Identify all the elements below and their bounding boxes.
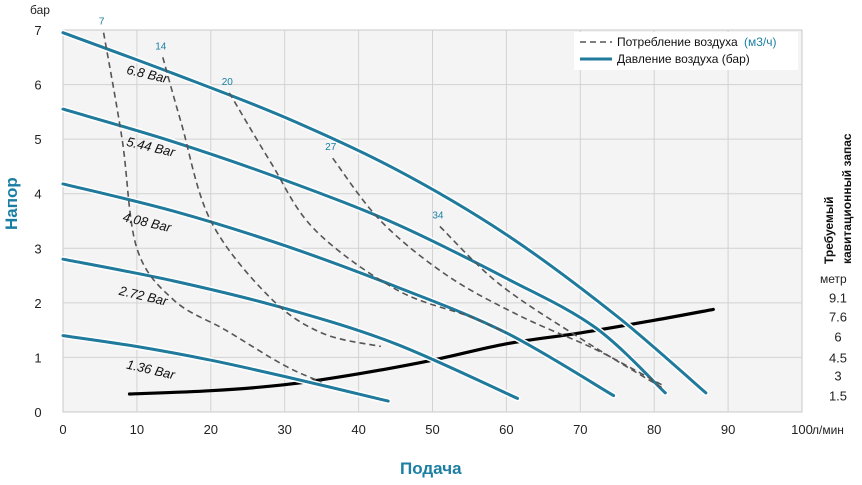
x-tick-label: 20 [204, 422, 218, 437]
air-consumption-line [162, 57, 381, 348]
x-tick-label: 100 [791, 422, 813, 437]
y2-tick-label: 4.5 [829, 350, 847, 365]
pressure-line [61, 31, 708, 395]
y2-tick-label: 1.5 [829, 389, 847, 404]
air-consumption-label: 7 [99, 17, 105, 28]
pressure-line [61, 334, 390, 403]
legend-air-pressure-label: Давление воздуха (бар) [617, 52, 750, 66]
x-axis-title: Подача [400, 459, 462, 478]
y-tick-label: 7 [34, 23, 41, 38]
x-tick-label: 0 [59, 422, 66, 437]
y-axis-unit: бар [30, 3, 50, 17]
y-axis-title: Напор [2, 177, 21, 230]
y2-tick-label: 7.6 [829, 310, 847, 325]
air-consumption-line [439, 225, 663, 389]
x-axis-unit: л/мин [812, 423, 844, 437]
legend: Потребление воздуха (м3/ч) Давление возд… [574, 32, 798, 70]
air-consumption-line [228, 92, 507, 334]
y2-tick-label: 3 [834, 368, 841, 383]
y2-axis-unit: метр [820, 272, 847, 286]
y-tick-label: 2 [34, 296, 41, 311]
air-consumption-line [332, 157, 662, 386]
air-consumption-label: 20 [222, 77, 234, 88]
air-consumption-label: 27 [325, 142, 337, 153]
y-tick-label: 6 [34, 78, 41, 93]
y-tick-label: 1 [34, 350, 41, 365]
x-tick-label: 70 [573, 422, 587, 437]
pressure-line [61, 107, 667, 395]
legend-air-consumption-unit: (м3/ч) [744, 35, 777, 49]
x-tick-label: 80 [647, 422, 661, 437]
x-tick-label: 40 [351, 422, 365, 437]
air-consumption-line [102, 32, 322, 383]
x-tick-label: 50 [425, 422, 439, 437]
x-tick-label: 90 [721, 422, 735, 437]
y2-tick-label: 6 [834, 330, 841, 345]
air-consumption-label: 14 [155, 41, 167, 52]
y2-axis-title-line1: Требуемый [822, 196, 836, 264]
y2-axis-title-line2: кавитационный запас [840, 133, 854, 264]
y-tick-label: 0 [34, 405, 41, 420]
svg-text:Потребление воздуха (м3/: Потребление воздуха (м3/ч) [617, 35, 777, 49]
x-tick-label: 10 [130, 422, 144, 437]
legend-air-consumption-label: Потребление воздуха [617, 35, 738, 49]
x-tick-label: 30 [277, 422, 291, 437]
y2-tick-label: 9.1 [829, 290, 847, 305]
y-tick-label: 5 [34, 132, 41, 147]
y-tick-label: 4 [34, 187, 41, 202]
pressure-line [61, 182, 616, 398]
air-consumption-label: 34 [432, 210, 444, 221]
x-tick-label: 60 [499, 422, 513, 437]
y-tick-label: 3 [34, 241, 41, 256]
pressure-line [61, 257, 519, 400]
